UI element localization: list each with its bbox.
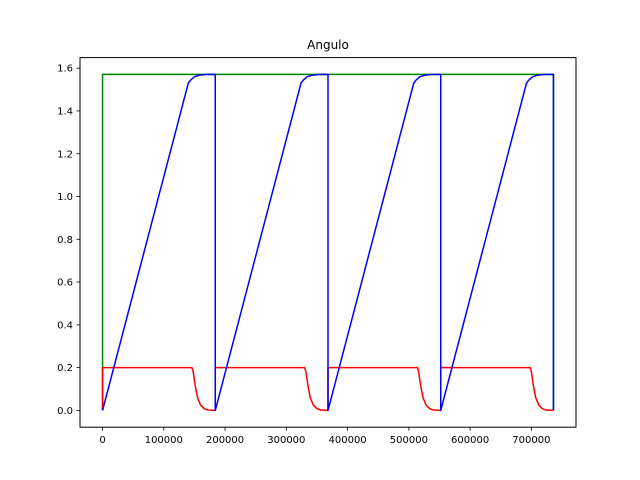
x-tick-label: 700000	[512, 435, 550, 446]
x-tick-label: 200000	[206, 435, 244, 446]
y-axis: 0.0 0.2 0.4 0.6 0.8 1.0 1.2 1.4 1.6	[57, 64, 80, 417]
y-tick-label: 0.6	[57, 278, 73, 289]
x-tick-label: 0	[99, 435, 105, 446]
y-tick-label: 1.2	[57, 149, 73, 160]
x-tick-label: 100000	[145, 435, 183, 446]
y-tick-label: 1.4	[57, 107, 73, 118]
x-tick-label: 300000	[267, 435, 305, 446]
chart-title: Angulo	[307, 38, 349, 52]
axes-frame	[79, 57, 577, 428]
x-tick-label: 400000	[329, 435, 367, 446]
series-line-3	[101, 73, 555, 412]
y-tick-label: 0.2	[57, 363, 73, 374]
plot-area	[101, 73, 555, 412]
y-tick-label: 0.4	[57, 320, 73, 331]
x-axis: 0 100000 200000 300000 400000 500000 600000 700…	[99, 427, 550, 446]
y-tick-label: 1.6	[57, 64, 73, 75]
x-tick-label: 500000	[390, 435, 428, 446]
y-tick-label: 0.0	[57, 406, 73, 417]
y-tick-label: 0.8	[57, 235, 73, 246]
y-tick-label: 1.0	[57, 192, 73, 203]
x-tick-label: 600000	[451, 435, 489, 446]
